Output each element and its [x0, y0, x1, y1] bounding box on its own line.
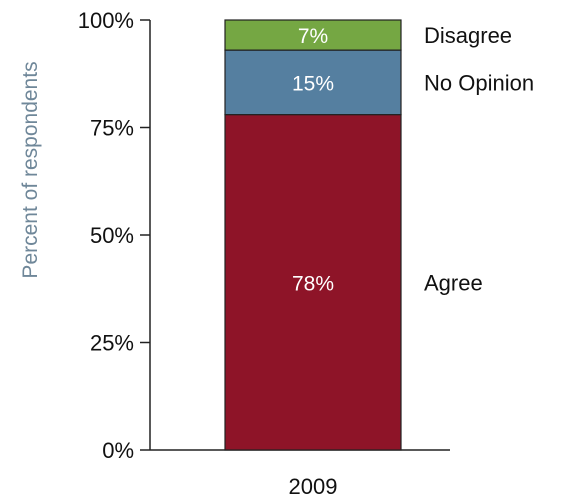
y-tick-label: 50%: [90, 223, 134, 248]
y-tick-label: 100%: [78, 8, 134, 33]
series-label: No Opinion: [424, 70, 534, 95]
x-category-label: 2009: [289, 474, 338, 498]
series-label: Disagree: [424, 23, 512, 48]
y-tick-label: 0%: [102, 438, 134, 463]
y-tick-label: 75%: [90, 116, 134, 141]
data-label: 78%: [292, 272, 334, 295]
bars: 2009: [224, 19, 402, 498]
y-axis-label: Percent of respondents: [19, 61, 42, 278]
series-label: Agree: [424, 270, 483, 295]
y-tick-label: 25%: [90, 331, 134, 356]
bar-segment-no-opinion: [224, 49, 402, 116]
data-label: 7%: [298, 25, 328, 48]
data-label: 15%: [292, 72, 334, 95]
y-axis: 0% 25% 50% 75% 100%: [78, 8, 450, 463]
segment-labels: 78% Agree 15% No Opinion 7% Disagree: [292, 23, 534, 295]
bar-segment-disagree: [224, 19, 402, 51]
bar-segment-agree: [224, 113, 402, 451]
